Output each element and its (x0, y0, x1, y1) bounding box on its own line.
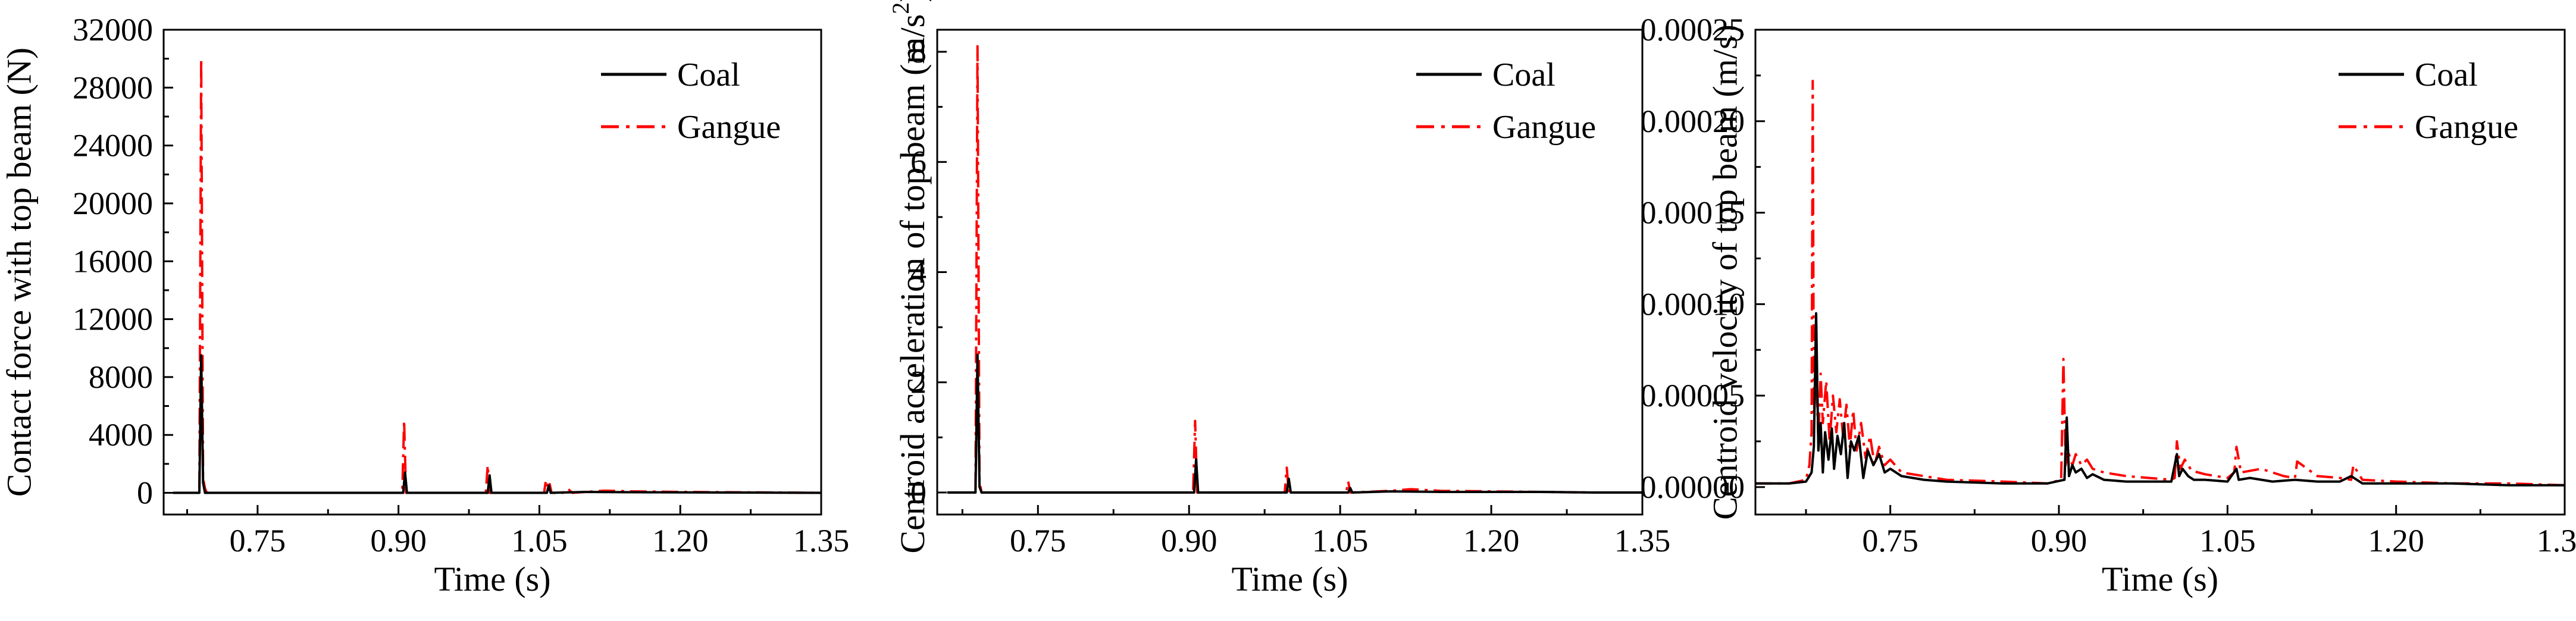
x-axis-title: Time (s) (434, 560, 550, 598)
y-tick-label: 4 (910, 255, 927, 290)
y-tick-label: 24000 (73, 128, 153, 164)
legend-label-gangue: Gangue (1492, 109, 1596, 146)
x-tick-label: 0.75 (1010, 523, 1066, 559)
legend-label-coal: Coal (1492, 57, 1555, 93)
y-tick-label: 32000 (73, 12, 153, 48)
y-tick-label: 8000 (89, 359, 153, 395)
x-tick-label: 1.05 (1312, 523, 1369, 559)
y-tick-label: 16000 (73, 243, 153, 279)
x-tick-label: 0.90 (2031, 523, 2087, 559)
x-tick-label: 0.90 (1161, 523, 1217, 559)
plot-frame (936, 29, 1644, 516)
x-tick-label: 1.35 (793, 523, 850, 559)
chart-1: 0.75 0.90 1.05 1.20 1.35 0 4000 8000 12000 16000 2… (0, 12, 849, 598)
plot-frame (1754, 29, 2566, 516)
y-tick-label: 0.00020 (1641, 104, 1745, 139)
y-tick-label: 0 (910, 475, 927, 510)
y-axis-title: Centroid velocity of top beam (m/s) (1705, 24, 1744, 520)
x-tick-label: 1.20 (1463, 523, 1520, 559)
y-tick-label: 0.00005 (1641, 378, 1745, 413)
legend-label-gangue: Gangue (2415, 109, 2518, 146)
x-tick-label: 1.05 (511, 523, 568, 559)
series-line-coal (1755, 312, 2565, 487)
y-tick-label: 4000 (89, 417, 153, 453)
x-tick-label: 1.35 (1614, 523, 1671, 559)
x-tick-label: 0.75 (1862, 523, 1918, 559)
x-tick-label: 1.05 (2199, 523, 2256, 559)
y-tick-label: 8 (910, 34, 927, 70)
x-tick-label: 1.20 (652, 523, 709, 559)
plot-frame (162, 29, 822, 516)
y-tick-label: 28000 (73, 70, 153, 105)
chart-2: 0.75 0.90 1.05 1.20 1.35 0 2 4 6 8 Time (s) Centroi… (887, 0, 1670, 598)
y-axis-title: Centroid acceleration of top beam (m/s2) (887, 0, 932, 554)
y-tick-label: 0.00025 (1641, 12, 1745, 48)
legend-label-coal: Coal (677, 57, 740, 93)
series-line-coal (947, 353, 1642, 494)
x-axis-title: Time (s) (1231, 560, 1348, 598)
y-tick-label: 0.00015 (1641, 195, 1745, 231)
chart-3: 0.75 0.90 1.05 1.20 1.35 0.00000 0.00005 0.0001… (1641, 12, 2576, 598)
y-tick-label: 6 (910, 144, 927, 180)
y-axis-title: Contact force with top beam (N) (0, 48, 38, 497)
x-axis-title: Time (s) (2102, 560, 2218, 598)
series-line-gangue (1755, 80, 2565, 487)
y-tick-label: 2 (910, 365, 927, 400)
x-tick-label: 1.20 (2368, 523, 2424, 559)
x-tick-label: 0.75 (230, 523, 286, 559)
x-tick-label: 0.90 (370, 523, 427, 559)
y-tick-label: 12000 (73, 302, 153, 337)
y-tick-label: 0 (137, 475, 153, 511)
y-tick-label: 0.00000 (1641, 469, 1745, 505)
y-tick-label: 20000 (73, 186, 153, 221)
x-tick-label: 1.35 (2537, 523, 2576, 559)
legend-label-coal: Coal (2415, 57, 2478, 93)
legend-label-gangue: Gangue (677, 109, 781, 146)
y-tick-label: 0.00010 (1641, 286, 1745, 322)
series-line-coal (173, 354, 821, 494)
